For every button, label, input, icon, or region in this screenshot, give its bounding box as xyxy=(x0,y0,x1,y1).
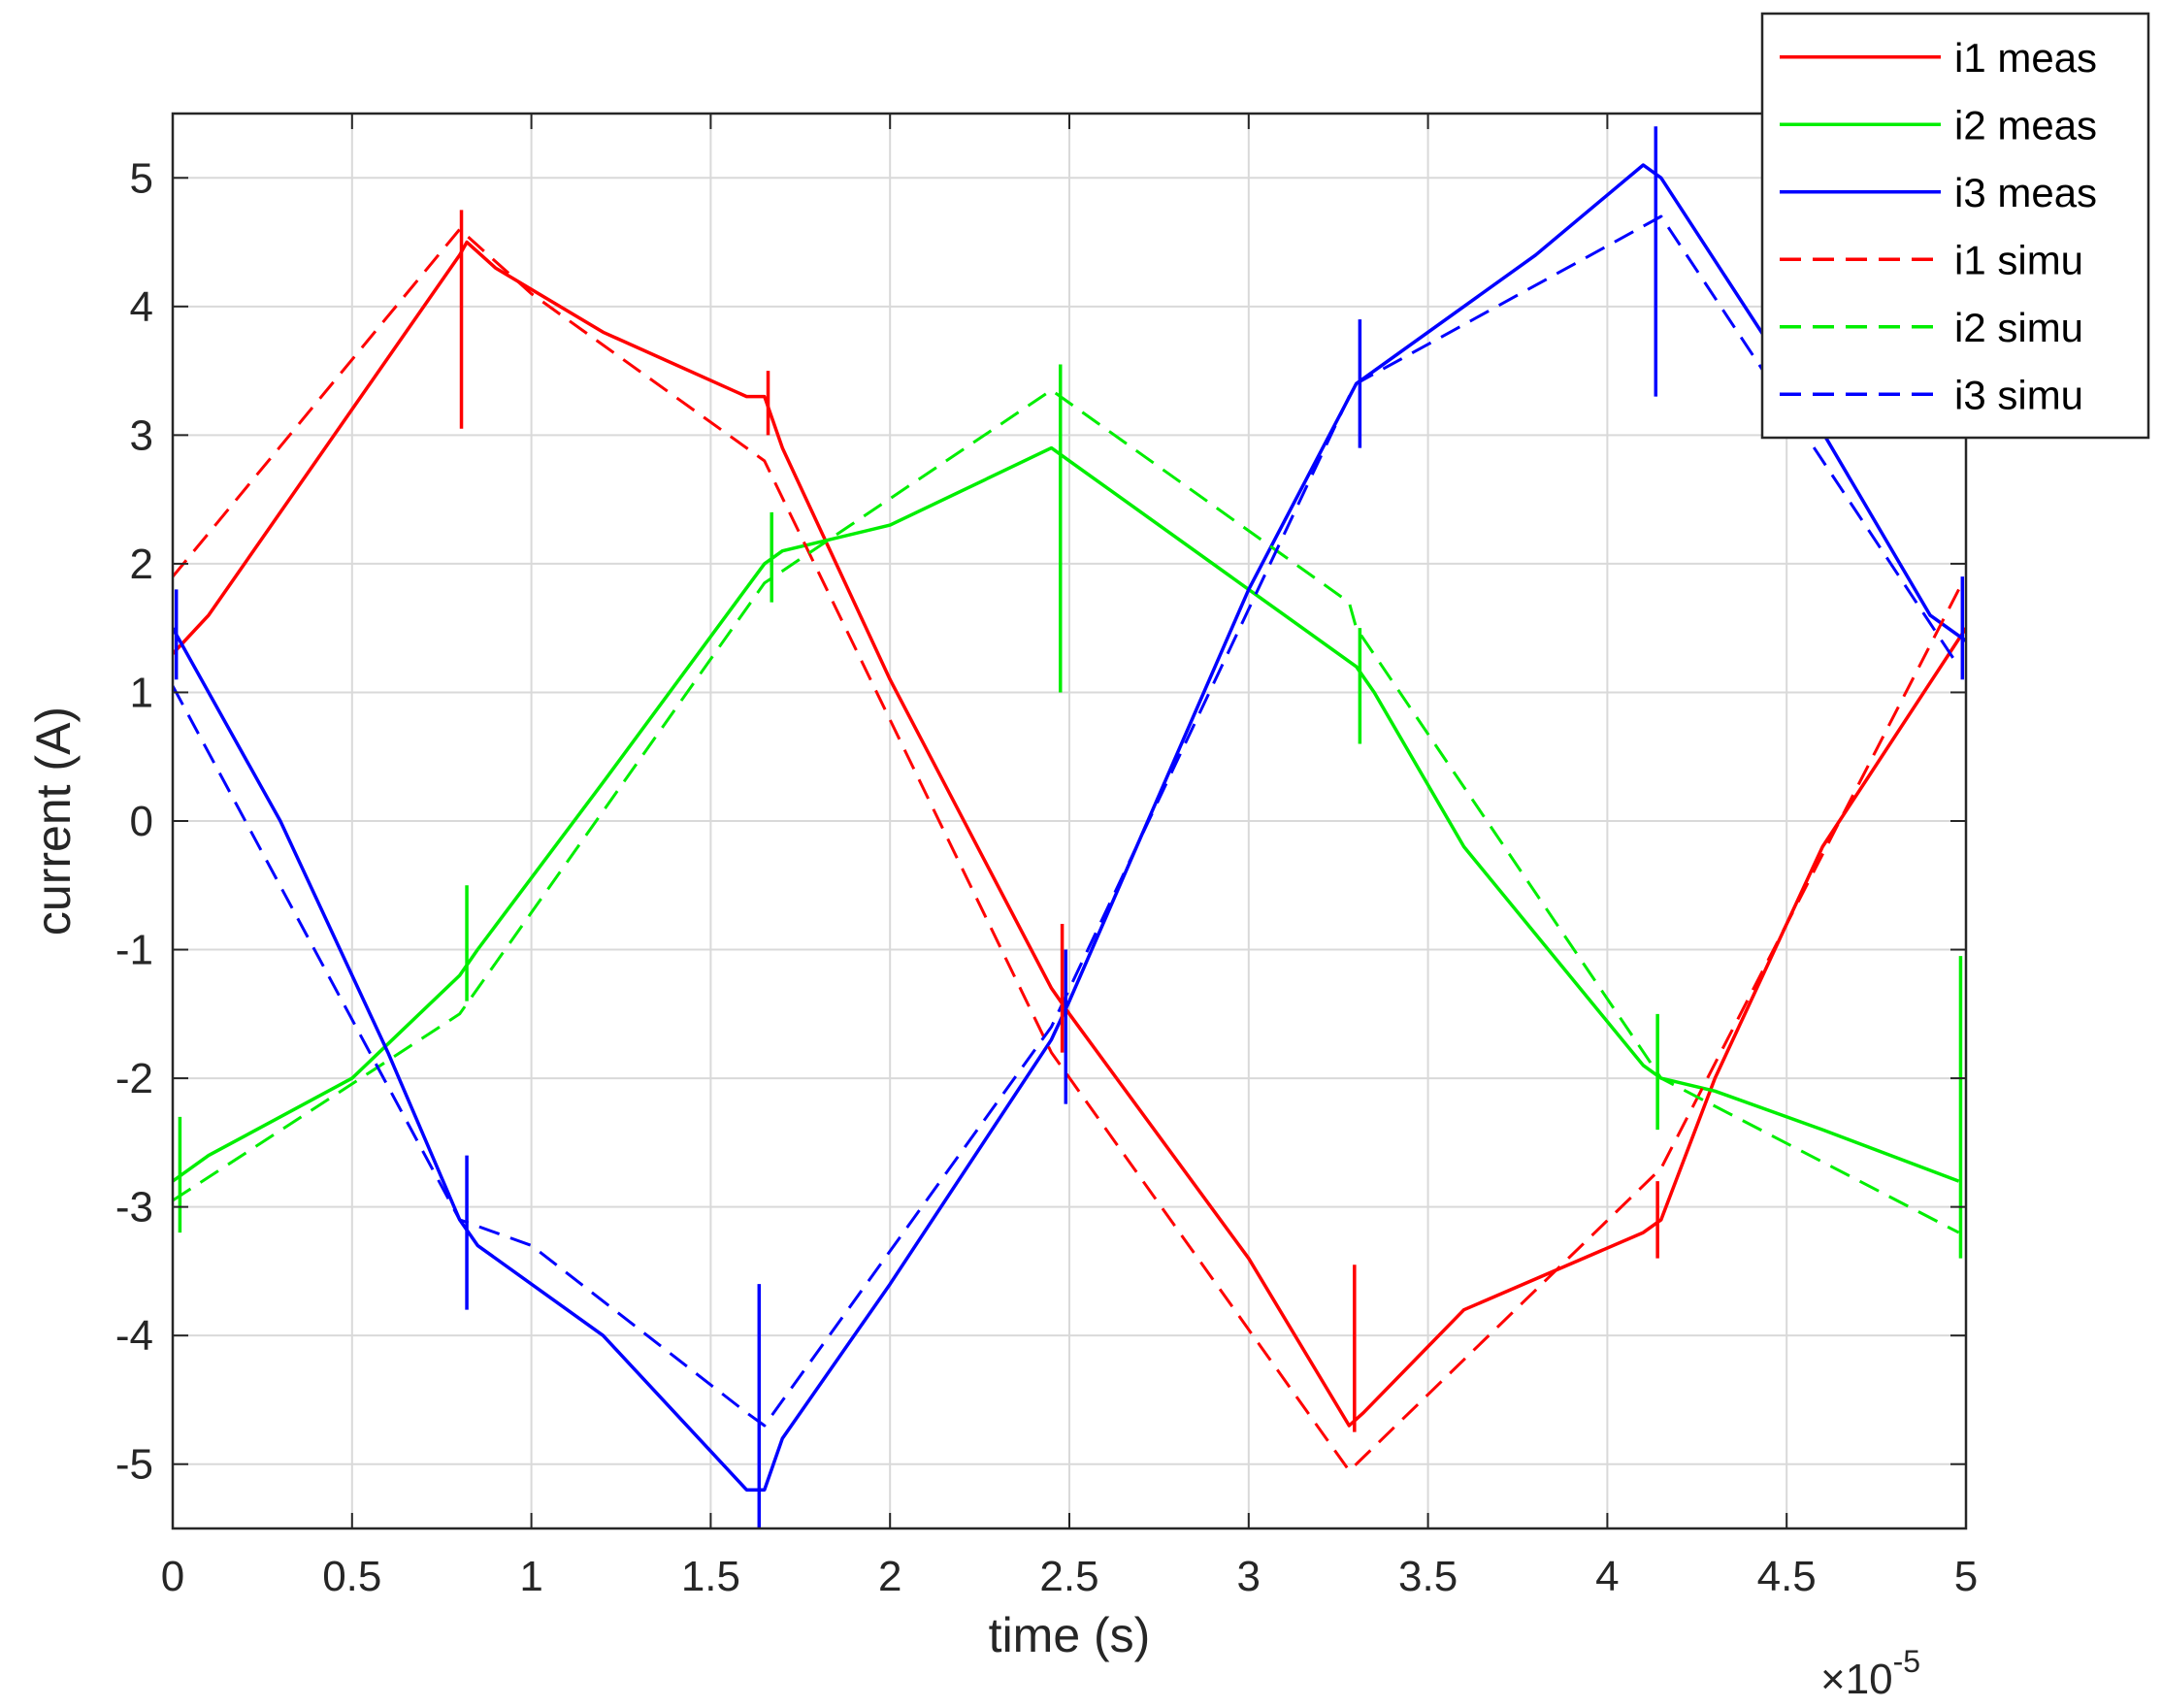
x-tick-labels: 0 0.5 1 1.5 2 2.5 3 3.5 4 4.5 5 xyxy=(161,1553,1978,1600)
x-tick-label: 0 xyxy=(161,1553,184,1600)
y-axis-label: current (A) xyxy=(26,706,81,936)
x-exponent-power: -5 xyxy=(1893,1644,1920,1679)
series-line-i1-meas xyxy=(173,240,1966,1428)
legend-label-i2-simu: i2 simu xyxy=(1954,305,2083,350)
x-tick-label: 2 xyxy=(878,1553,901,1600)
legend-label-i1-simu: i1 simu xyxy=(1954,237,2083,282)
legend-box xyxy=(1760,12,2150,440)
x-tick-label: 1 xyxy=(519,1553,542,1600)
y-tick-label: -5 xyxy=(115,1441,153,1489)
x-tick-label: 5 xyxy=(1954,1553,1978,1600)
x-tick-label: 4.5 xyxy=(1757,1553,1817,1600)
y-tick-label: -2 xyxy=(115,1055,153,1102)
y-tick-label: -1 xyxy=(115,927,153,974)
x-tick-label: 2.5 xyxy=(1039,1553,1098,1600)
y-tick-label: 1 xyxy=(130,669,153,716)
x-exponent-base: ×10 xyxy=(1820,1656,1893,1703)
y-tick-labels: -5 -4 -3 -2 -1 0 1 2 3 4 5 xyxy=(115,154,153,1488)
x-axis-label: time (s) xyxy=(989,1608,1151,1662)
y-tick-label: 3 xyxy=(130,411,153,459)
series-group xyxy=(173,126,1966,1528)
x-exponent-label: ×10-5 xyxy=(1820,1644,1920,1703)
y-tick-label: 2 xyxy=(130,541,153,588)
x-tick-label: 1.5 xyxy=(681,1553,740,1600)
legend-label-i3-meas: i3 meas xyxy=(1954,170,2097,215)
ticks xyxy=(172,114,1967,1528)
x-tick-label: 4 xyxy=(1595,1553,1619,1600)
grid xyxy=(172,114,1967,1528)
series-line-i2-simu xyxy=(173,388,1960,1234)
y-tick-label: 5 xyxy=(130,154,153,202)
y-tick-label: 4 xyxy=(130,283,153,331)
y-tick-label: 0 xyxy=(130,798,153,845)
series-line-i3-simu xyxy=(173,214,1960,1428)
legend-label-i3-simu: i3 simu xyxy=(1954,372,2083,417)
legend: i1 meas i2 meas i3 meas i1 simu i2 simu i3 si… xyxy=(1760,12,2150,440)
x-tick-label: 3.5 xyxy=(1398,1553,1458,1600)
x-tick-label: 3 xyxy=(1237,1553,1261,1600)
series-line-i1-simu xyxy=(173,227,1960,1472)
y-tick-label: -4 xyxy=(115,1312,153,1360)
x-tick-label: 0.5 xyxy=(322,1553,381,1600)
legend-label-i1-meas: i1 meas xyxy=(1954,35,2097,81)
legend-label-i2-meas: i2 meas xyxy=(1954,102,2097,148)
y-tick-label: -3 xyxy=(115,1184,153,1232)
